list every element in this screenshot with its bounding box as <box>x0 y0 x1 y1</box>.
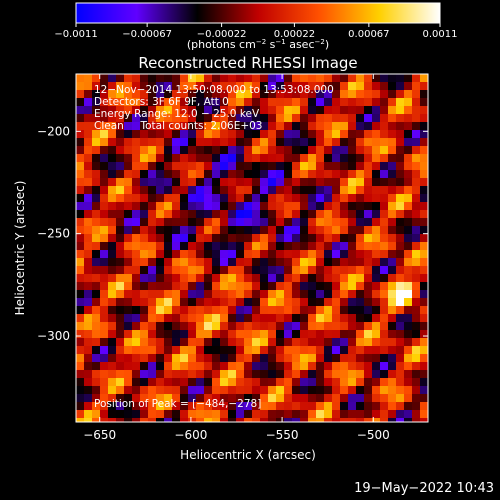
footer-timestamp: 19−May−2022 10:43 <box>354 481 494 496</box>
annotation-block: 12−Nov−2014 13:50:08.000 to 13:53:08.000… <box>94 84 334 132</box>
annotation-line: Energy Range: 12.0 − 25.0 keV <box>94 108 260 120</box>
annotation-line: 12−Nov−2014 13:50:08.000 to 13:53:08.000 <box>94 84 334 96</box>
x-tick-label: −500 <box>357 428 390 442</box>
annotation-line: Detectors: 3F 6F 9F, Att 0 <box>94 96 229 108</box>
peak-annotation: Position of Peak = [−484,−278] <box>94 398 261 410</box>
x-axis-label: Heliocentric X (arcsec) <box>180 448 316 462</box>
x-tick-label: −550 <box>266 428 299 442</box>
colorbar-tick-label: 0.0011 <box>423 29 458 40</box>
y-tick-label: −250 <box>37 227 70 241</box>
y-tick-label: −200 <box>37 124 70 138</box>
colorbar-units: (photons cm−2 s−1 asec−2) <box>187 38 329 51</box>
x-tick-label: −600 <box>174 428 207 442</box>
colorbar-gradient <box>75 2 441 24</box>
plot-frame <box>75 73 429 423</box>
y-tick-label: −300 <box>37 329 70 343</box>
colorbar-tick-label: 0.00022 <box>274 29 315 40</box>
y-axis-label: Heliocentric Y (arcsec) <box>13 181 27 316</box>
axis-ticks: −650 −600 −550 −500 −200 −250 −300 <box>37 74 428 442</box>
colorbar-tick-label: −0.00067 <box>122 29 172 40</box>
annotation-line: Clean Total counts: 2.06E+03 <box>94 120 263 132</box>
heatmap-image <box>76 74 428 422</box>
x-tick-label: −650 <box>83 428 116 442</box>
colorbar: −0.0011 −0.00067 −0.00022 0.00022 0.00067 0.0… <box>54 2 458 51</box>
colorbar-tick-label: 0.00067 <box>348 29 389 40</box>
colorbar-tick-label: −0.00022 <box>197 29 247 40</box>
chart-title: Reconstructed RHESSI Image <box>138 54 357 72</box>
colorbar-tick-label: −0.0011 <box>54 29 97 40</box>
plot-area: −650 −600 −550 −500 −200 −250 −300 <box>37 73 429 442</box>
colorbar-ticks: −0.0011 −0.00067 −0.00022 0.00022 0.00067 0.0… <box>54 23 458 40</box>
